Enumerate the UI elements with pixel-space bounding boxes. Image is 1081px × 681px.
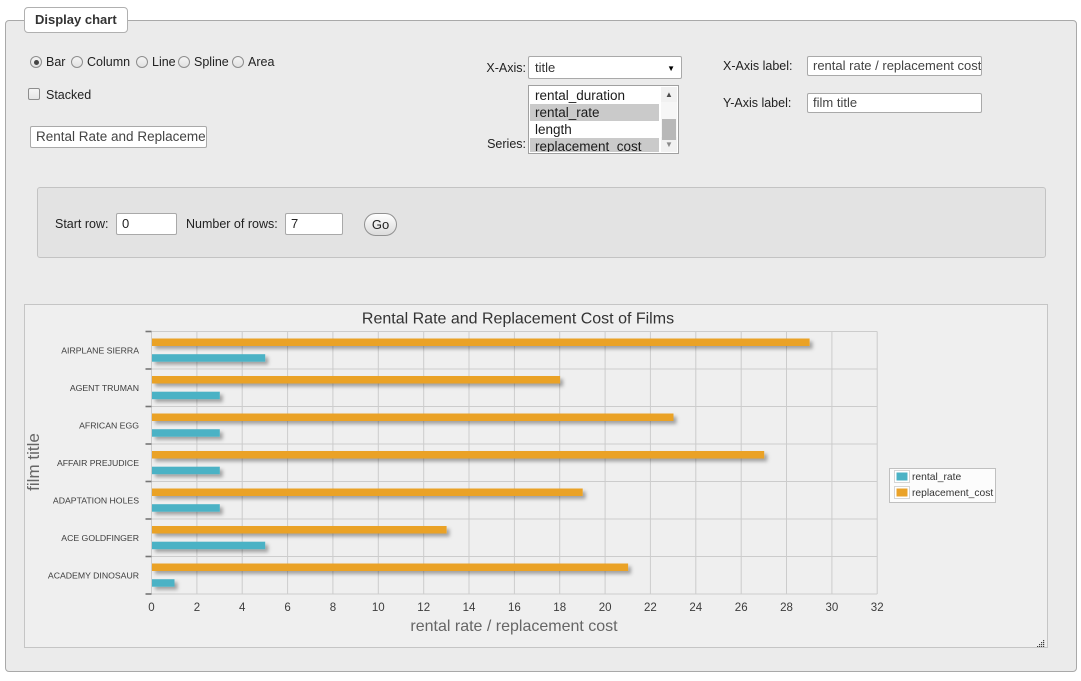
svg-text:Rental Rate and Replacement Co: Rental Rate and Replacement Cost of Film… xyxy=(362,311,674,328)
svg-text:24: 24 xyxy=(689,602,702,614)
svg-text:replacement_cost: replacement_cost xyxy=(912,488,993,499)
svg-text:22: 22 xyxy=(644,602,657,614)
svg-text:ACADEMY DINOSAUR: ACADEMY DINOSAUR xyxy=(48,571,139,581)
svg-text:film title: film title xyxy=(25,433,43,491)
svg-text:26: 26 xyxy=(735,602,748,614)
svg-text:ACE GOLDFINGER: ACE GOLDFINGER xyxy=(61,533,139,543)
svg-text:ADAPTATION HOLES: ADAPTATION HOLES xyxy=(53,496,139,506)
svg-text:rental_rate: rental_rate xyxy=(912,472,962,483)
svg-text:32: 32 xyxy=(871,602,884,614)
svg-text:30: 30 xyxy=(826,602,839,614)
svg-text:rental rate / replacement cost: rental rate / replacement cost xyxy=(410,618,618,635)
svg-text:10: 10 xyxy=(372,602,385,614)
svg-text:AIRPLANE SIERRA: AIRPLANE SIERRA xyxy=(61,346,139,356)
svg-text:6: 6 xyxy=(284,602,290,614)
svg-text:28: 28 xyxy=(780,602,793,614)
svg-text:AGENT TRUMAN: AGENT TRUMAN xyxy=(70,383,139,393)
svg-text:AFRICAN EGG: AFRICAN EGG xyxy=(79,421,139,431)
svg-text:14: 14 xyxy=(463,602,476,614)
svg-text:20: 20 xyxy=(599,602,612,614)
svg-text:2: 2 xyxy=(194,602,200,614)
svg-text:16: 16 xyxy=(508,602,521,614)
svg-text:4: 4 xyxy=(239,602,246,614)
svg-text:12: 12 xyxy=(417,602,430,614)
svg-text:18: 18 xyxy=(553,602,566,614)
svg-text:AFFAIR PREJUDICE: AFFAIR PREJUDICE xyxy=(57,458,139,468)
svg-text:0: 0 xyxy=(148,602,154,614)
svg-text:8: 8 xyxy=(330,602,336,614)
